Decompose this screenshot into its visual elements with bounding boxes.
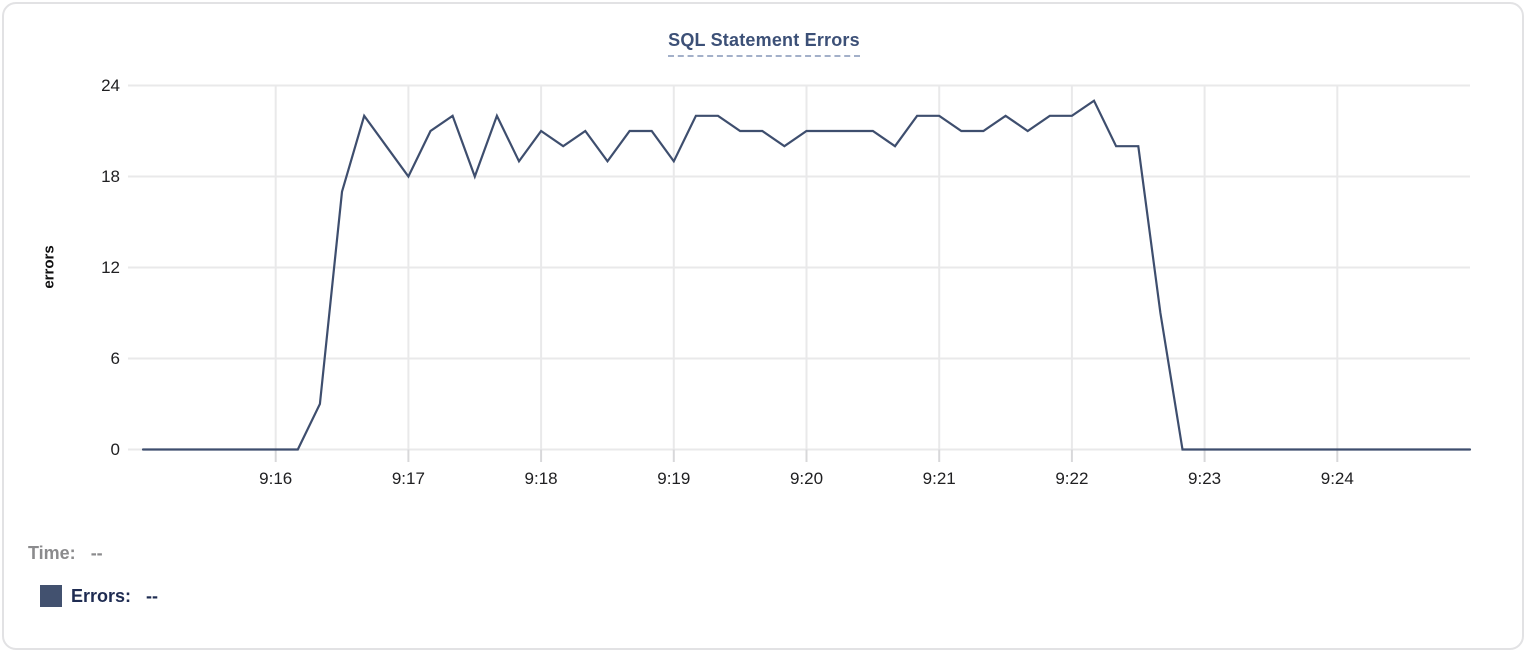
tooltip-time-label: Time: [28,543,76,563]
x-tick-label: 9:22 [1055,469,1089,488]
x-tick-label: 9:19 [657,469,691,488]
x-tick-label: 9:17 [391,469,425,488]
y-tick-label: 12 [101,257,120,277]
tooltip-time-value: -- [90,543,103,563]
y-tick-label: 18 [101,166,120,186]
tooltip-errors-value: -- [146,585,159,606]
x-tick-label: 9:20 [789,469,824,488]
errors-series-line[interactable] [141,99,1472,451]
y-tick-label: 24 [101,75,120,95]
tooltip-errors-label: Errors: [71,585,132,606]
chart-title[interactable]: SQL Statement Errors [668,30,860,57]
x-tick-label: 9:16 [259,469,293,488]
tooltip-time-row: Time: -- [28,543,103,564]
tooltip-errors-row: Errors: -- [40,585,158,607]
x-tick-label: 9:21 [922,469,956,488]
chart-title-row: SQL Statement Errors [0,30,1528,57]
y-tick-label: 0 [110,439,120,459]
x-tick-label: 9:18 [524,469,558,488]
errors-series-swatch [40,585,62,607]
x-tick-label: 9:23 [1188,469,1222,488]
x-tick-label: 9:24 [1320,469,1354,488]
y-tick-label: 6 [110,348,120,368]
